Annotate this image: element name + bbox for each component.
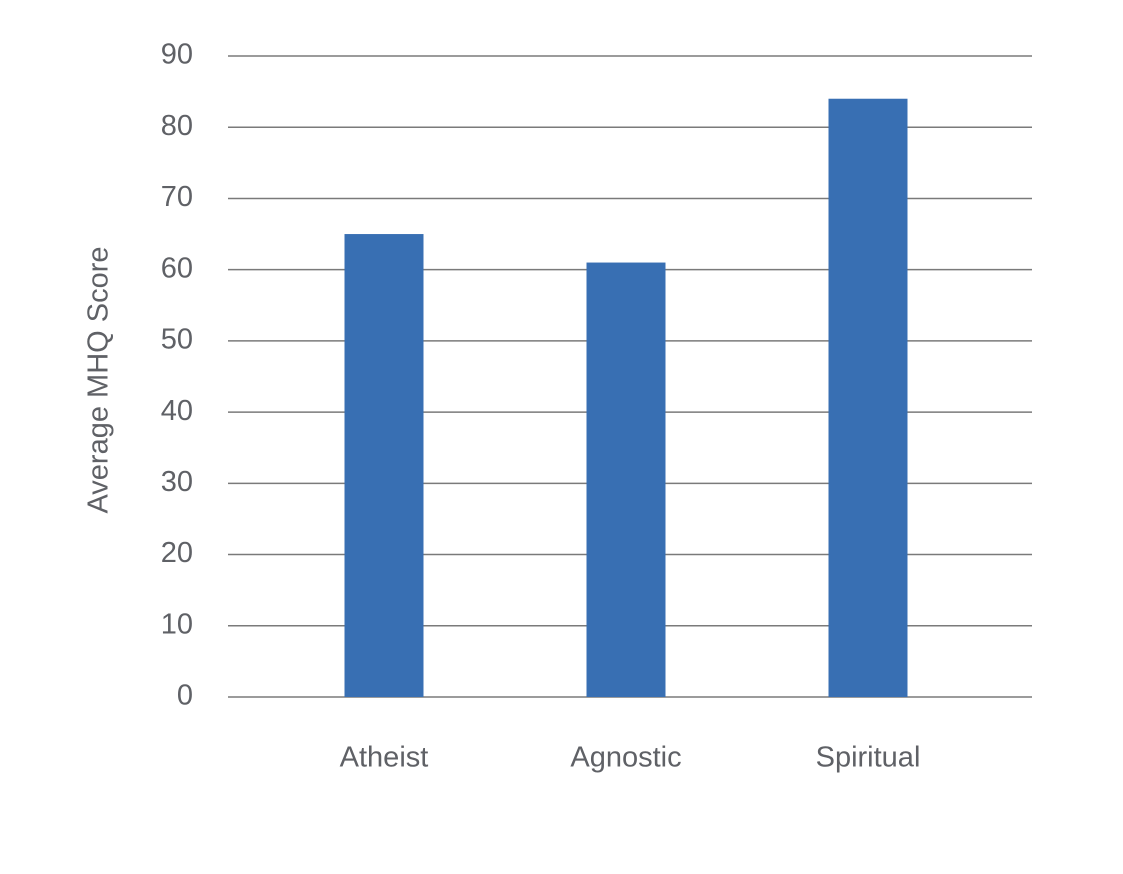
y-tick-label: 20 <box>161 537 193 569</box>
y-tick-label: 10 <box>161 608 193 640</box>
y-tick-label: 50 <box>161 324 193 356</box>
bar <box>344 234 424 698</box>
y-tick-label: 40 <box>161 395 193 427</box>
x-tick-label: Spiritual <box>816 742 921 774</box>
y-tick-label: 60 <box>161 252 193 284</box>
x-tick-label: Atheist <box>340 742 429 774</box>
y-tick-label: 80 <box>161 110 193 142</box>
y-tick-label: 90 <box>161 39 193 71</box>
y-axis-title: Average MHQ Score <box>83 246 115 513</box>
bar <box>828 98 908 697</box>
y-tick-label: 70 <box>161 181 193 213</box>
y-tick-label: 0 <box>177 680 193 712</box>
y-tick-label: 30 <box>161 466 193 498</box>
x-tick-label: Agnostic <box>570 742 681 774</box>
bar <box>586 262 666 697</box>
